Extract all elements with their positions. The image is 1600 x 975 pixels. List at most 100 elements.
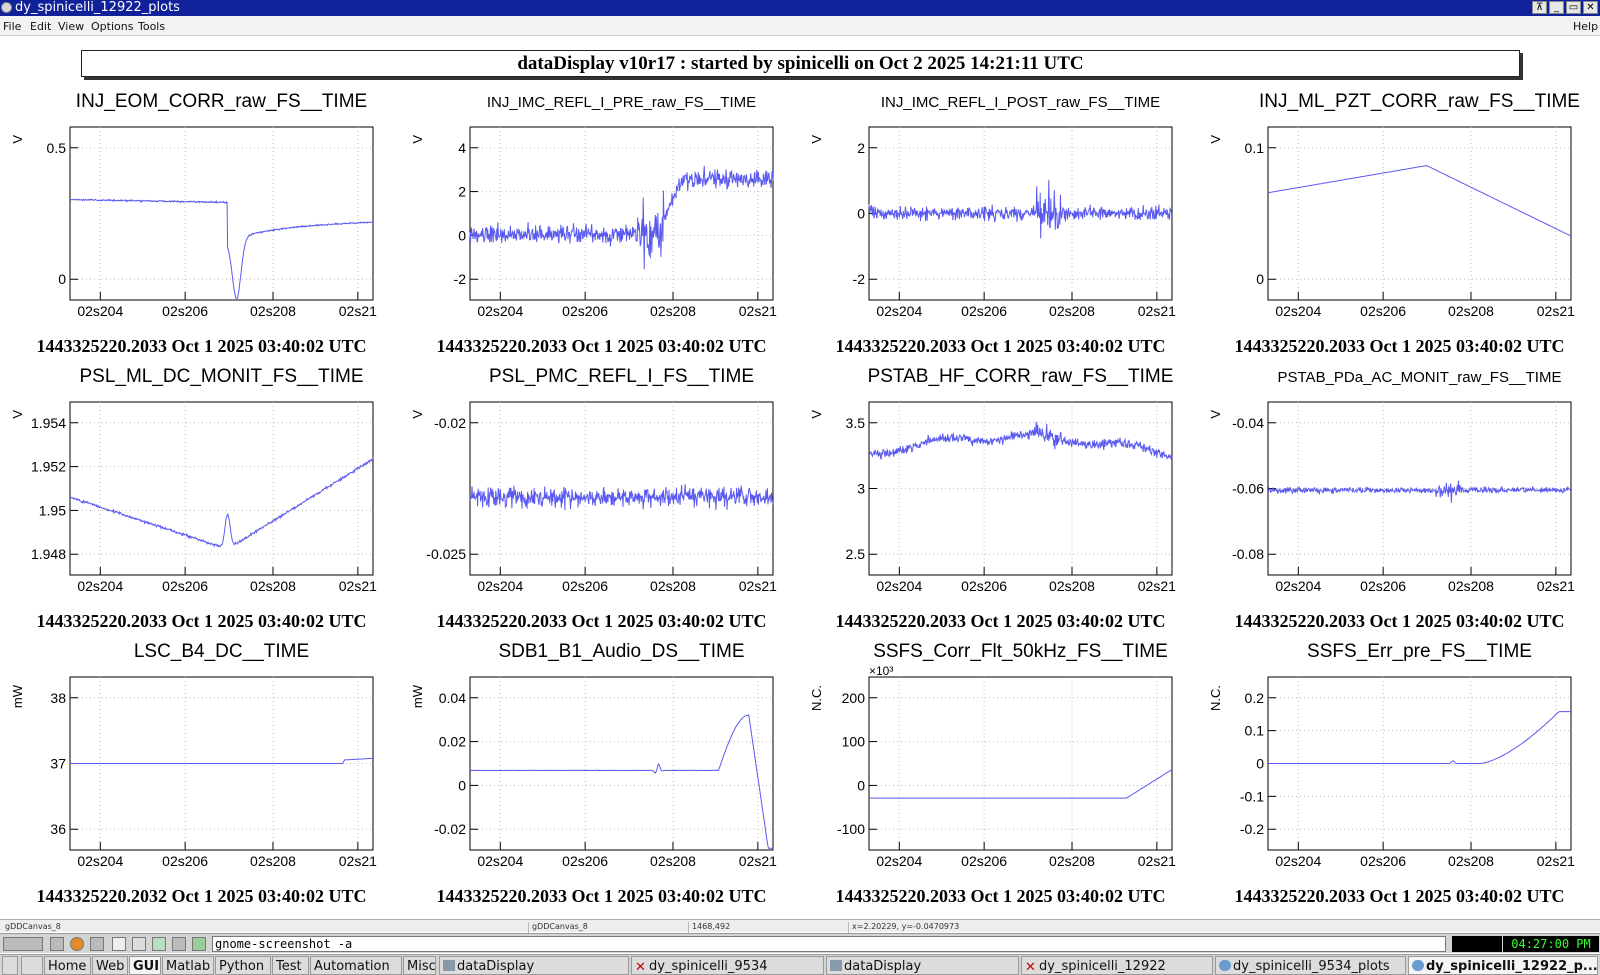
plot-frame[interactable] <box>469 401 774 576</box>
menu-file[interactable]: File <box>3 20 22 33</box>
app-icon[interactable] <box>1 2 12 13</box>
plot-panel[interactable]: LSC_B4_DC__TIME 38 37 36 02s204 02s206 02s208 0… <box>10 641 377 906</box>
x-tick-label: 02s204 <box>1275 303 1321 319</box>
y-tick-label: 36 <box>50 821 66 837</box>
x-tick-label: 02s208 <box>250 303 296 319</box>
bottom-panel: gnome-screenshot -a 04:27:00 PM <box>0 933 1600 953</box>
y-tick-label: 0.04 <box>439 690 466 706</box>
tab-matlab[interactable]: Matlab <box>162 956 214 975</box>
terminal-icon[interactable] <box>50 937 64 951</box>
plots-grid[interactable]: INJ_EOM_CORR_raw_FS__TIME 0.5 0 02s204 02s20… <box>0 37 1600 919</box>
plot-frame[interactable] <box>868 401 1173 576</box>
x-tick-label: 02s208 <box>1448 853 1494 869</box>
y-tick-label: 4 <box>458 140 466 156</box>
task-window-1[interactable]: dataDisplay <box>439 956 629 975</box>
x-tick-label: 02s21 <box>1537 303 1575 319</box>
y-tick-label: -100 <box>837 821 865 837</box>
plot-panel[interactable]: PSTAB_PDa_AC_MONIT_raw_FS__TIME -0.04 -0.0… <box>1208 369 1575 631</box>
plot-title: INJ_IMC_REFL_I_POST_raw_FS__TIME <box>881 94 1160 111</box>
browser-icon[interactable] <box>70 937 84 951</box>
plot-title: INJ_IMC_REFL_I_PRE_raw_FS__TIME <box>487 94 756 111</box>
task-window-2[interactable]: ✕ dy_spinicelli_9534 <box>631 956 824 975</box>
plot-panel[interactable]: INJ_IMC_REFL_I_POST_raw_FS__TIME 2 0 -2 02s2… <box>809 94 1176 356</box>
command-input[interactable]: gnome-screenshot -a <box>212 936 1446 952</box>
series-trace <box>1268 711 1571 764</box>
pin-icon[interactable]: ⊼ <box>1532 1 1547 14</box>
x-tick-label: 02s21 <box>739 853 777 869</box>
y-tick-label: 0.1 <box>1245 723 1265 739</box>
plot-title: PSL_ML_DC_MONIT_FS__TIME <box>79 366 363 387</box>
plot-frame[interactable] <box>69 126 374 301</box>
menu-launcher-icon[interactable] <box>3 937 43 951</box>
tab-automation[interactable]: Automation <box>310 956 402 975</box>
close-icon[interactable]: ✕ <box>1583 1 1598 14</box>
task-window-5[interactable]: dy_spinicelli_9534_plots <box>1215 956 1406 975</box>
y-tick-label: 1.952 <box>31 459 66 475</box>
plot-frame[interactable] <box>469 676 774 851</box>
x-tick-label: 02s208 <box>650 853 696 869</box>
y-tick-label: 0 <box>857 206 865 222</box>
task-window-6[interactable]: dy_spinicelli_12922_p... <box>1408 956 1598 975</box>
y-tick-label: -2 <box>454 271 467 287</box>
x-tick-label: 02s206 <box>562 303 608 319</box>
window-title-bar[interactable]: dy_spinicelli_12922_plots ⊼ _ ▭ ✕ <box>0 0 1600 16</box>
y-tick-label: -2 <box>853 271 866 287</box>
plot-panel[interactable]: INJ_ML_PZT_CORR_raw_FS__TIME 0.1 0 02s204 02… <box>1208 91 1580 356</box>
plot-panel[interactable]: PSTAB_HF_CORR_raw_FS__TIME 3.5 3 2.5 02s204 0… <box>809 366 1176 631</box>
x-tick-label: 02s206 <box>162 853 208 869</box>
task-window-label: dy_spinicelli_12922 <box>1039 959 1166 974</box>
tab-gui[interactable]: GUI <box>129 956 161 975</box>
plot-canvas[interactable]: dataDisplay v10r17 : started by spinicel… <box>0 37 1600 919</box>
menu-help[interactable]: Help <box>1573 20 1599 33</box>
editor-icon[interactable] <box>112 937 126 951</box>
calculator-icon[interactable] <box>152 937 166 951</box>
tab-python[interactable]: Python <box>215 956 271 975</box>
task-window-3[interactable]: dataDisplay <box>826 956 1019 975</box>
maximize-icon[interactable]: ▭ <box>1566 1 1581 14</box>
run-icon[interactable] <box>192 937 206 951</box>
plot-title: INJ_EOM_CORR_raw_FS__TIME <box>76 91 367 112</box>
plot-panel[interactable]: INJ_IMC_REFL_I_PRE_raw_FS__TIME 4 2 0 -2 02s2… <box>410 94 777 356</box>
tab-misc[interactable]: Misc <box>403 956 436 975</box>
task-window-4[interactable]: ✕ dy_spinicelli_12922 <box>1021 956 1213 975</box>
y-axis-label: V <box>1208 410 1223 419</box>
x-tick-label: 02s21 <box>739 303 777 319</box>
menu-view[interactable]: View <box>58 20 85 33</box>
plot-title: SDB1_B1_Audio_DS__TIME <box>498 641 744 662</box>
menu-tools[interactable]: Tools <box>138 20 166 33</box>
status-object-name: gDDCanvas_8 <box>528 922 588 933</box>
clock[interactable]: 04:27:00 PM <box>1503 936 1599 952</box>
plot-panel[interactable]: SSFS_Err_pre_FS__TIME 0.2 0.1 0 -0.1 -0.2 02s2… <box>1208 641 1575 906</box>
minimize-icon[interactable]: _ <box>1549 1 1564 14</box>
plot-timestamp: 1443325220.2033 Oct 1 2025 03:40:02 UTC <box>1235 886 1565 906</box>
menu-edit[interactable]: Edit <box>30 20 52 33</box>
printer-icon[interactable] <box>172 937 186 951</box>
system-monitor-icon[interactable] <box>1452 936 1502 952</box>
plot-panel[interactable]: SDB1_B1_Audio_DS__TIME 0.04 0.02 0 -0.02 02s2… <box>410 641 777 906</box>
plot-frame[interactable] <box>868 676 1173 851</box>
y-axis-label: V <box>10 135 25 144</box>
y-tick-label: 3 <box>857 481 865 497</box>
tab-test[interactable]: Test <box>272 956 309 975</box>
plot-panel[interactable]: INJ_EOM_CORR_raw_FS__TIME 0.5 0 02s204 02s20… <box>10 91 377 356</box>
settings-icon[interactable] <box>90 937 104 951</box>
plot-frame[interactable] <box>469 126 774 301</box>
plot-frame[interactable] <box>1267 126 1572 301</box>
plot-panel[interactable]: PSL_ML_DC_MONIT_FS__TIME 1.954 1.952 1.95 1.… <box>10 366 377 631</box>
plot-panel[interactable]: PSL_PMC_REFL_I_FS__TIME -0.02 -0.025 02s204… <box>410 366 777 631</box>
x-tick-label: 02s204 <box>1275 578 1321 594</box>
x-tick-label: 02s206 <box>1360 303 1406 319</box>
series-trace <box>1267 165 1572 237</box>
y-tick-label: 2.5 <box>846 546 866 562</box>
files-icon[interactable] <box>132 937 146 951</box>
x-tick-label: 02s21 <box>1138 303 1176 319</box>
tab-web[interactable]: Web <box>92 956 128 975</box>
x-tick-label: 02s204 <box>876 578 922 594</box>
show-desktop-icon[interactable] <box>2 956 18 975</box>
plot-panel[interactable]: SSFS_Corr_Flt_50kHz_FS__TIME 200 100 0 -100 0… <box>809 641 1176 906</box>
workspace-icon[interactable] <box>21 956 43 975</box>
y-tick-label: -0.06 <box>1232 481 1264 497</box>
tab-home[interactable]: Home <box>44 956 91 975</box>
menu-options[interactable]: Options <box>91 20 134 33</box>
plot-frame[interactable] <box>69 401 374 576</box>
